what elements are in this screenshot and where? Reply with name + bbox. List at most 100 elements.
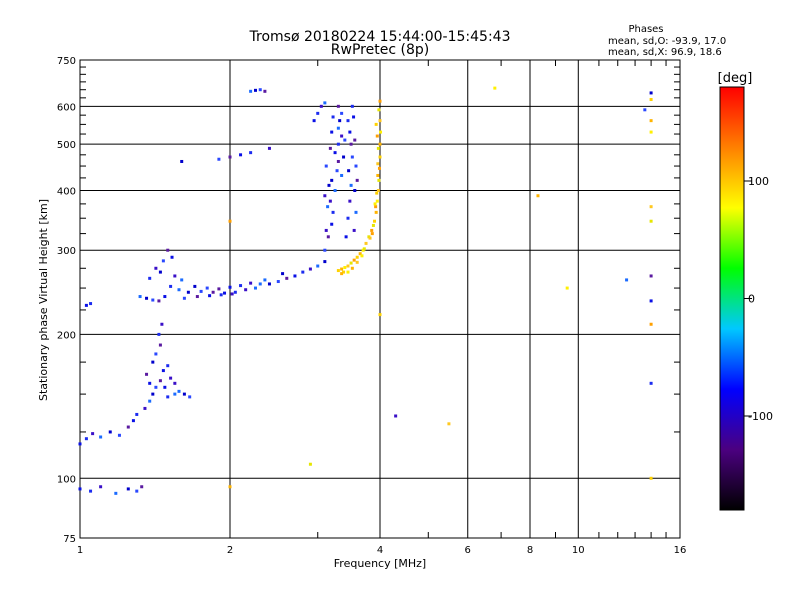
data-point-x (360, 254, 364, 258)
data-point-o (180, 278, 184, 282)
colorbar-label: [deg] (718, 71, 753, 86)
data-point-o (340, 111, 344, 115)
data-point-o (327, 183, 331, 187)
data-point-o (143, 406, 147, 410)
data-point-o (330, 178, 334, 182)
data-point-o (157, 299, 161, 303)
data-point-o (170, 255, 174, 259)
data-point-x (349, 261, 353, 265)
data-point-o (349, 183, 353, 187)
data-point-x (228, 219, 232, 223)
data-point-o (323, 248, 327, 252)
data-point-o (239, 284, 243, 288)
data-point-o (160, 322, 164, 326)
data-point-o (316, 111, 320, 115)
data-point-o (135, 489, 139, 493)
data-point-o (323, 260, 327, 264)
data-point-x (378, 313, 382, 317)
chart-subtitle: RwPretec (8p) (331, 42, 429, 58)
data-point-o (346, 216, 350, 220)
data-point-o (84, 303, 88, 307)
data-point-x (340, 267, 344, 271)
data-point-o (186, 290, 190, 294)
data-point-o (253, 286, 257, 290)
data-point-o (333, 188, 337, 192)
data-point-o (331, 210, 335, 214)
data-point-x (377, 108, 381, 112)
data-point-o (154, 352, 158, 356)
data-point-o (228, 155, 232, 159)
data-point-x (376, 146, 380, 150)
data-point-o (281, 272, 285, 276)
data-point-o (263, 89, 267, 93)
data-point-o (211, 290, 215, 294)
data-point-x (377, 178, 381, 182)
x-tick-label: 8 (527, 545, 533, 556)
data-point-o (188, 395, 192, 399)
data-point-o (205, 286, 209, 290)
data-point-x (346, 264, 350, 268)
data-point-o (163, 295, 167, 299)
x-axis-label: Frequency [MHz] (334, 557, 426, 570)
data-point-o (267, 146, 271, 150)
data-point-o (323, 194, 327, 198)
data-point-o (324, 164, 328, 168)
data-point-o (219, 293, 223, 297)
data-point-o (342, 155, 346, 159)
data-point-o (126, 487, 130, 491)
data-point-o (249, 151, 253, 155)
data-point-x (536, 194, 540, 198)
data-point-x (308, 462, 312, 466)
data-point-o (99, 435, 103, 439)
data-point-o (145, 372, 149, 376)
data-point-o (258, 282, 262, 286)
x-tick-label: 4 (377, 545, 383, 556)
data-point-o (326, 205, 330, 209)
data-point-o (353, 138, 357, 142)
data-point-o (319, 104, 323, 108)
data-point-x (373, 219, 377, 223)
data-point-o (263, 278, 267, 282)
data-point-o (649, 299, 653, 303)
data-point-x (374, 205, 378, 209)
y-tick-label: 200 (57, 330, 76, 341)
data-point-o (151, 360, 155, 364)
y-tick-label: 400 (57, 186, 76, 197)
data-point-o (336, 159, 340, 163)
data-point-o (158, 379, 162, 383)
data-point-o (348, 130, 352, 134)
data-point-x (355, 260, 359, 264)
data-point-o (267, 282, 271, 286)
data-point-o (182, 296, 186, 300)
data-point-o (350, 155, 354, 159)
data-point-x (649, 130, 653, 134)
data-point-o (276, 280, 280, 284)
data-point-o (336, 104, 340, 108)
data-point-o (335, 169, 339, 173)
data-point-o (340, 134, 344, 138)
data-point-o (126, 425, 130, 429)
data-point-o (131, 419, 135, 423)
data-point-x (376, 173, 380, 177)
data-point-o (89, 489, 93, 493)
data-point-x (228, 485, 232, 489)
data-point-x (378, 155, 382, 159)
chart-title: Tromsø 20180224 15:44:00-15:45:43 (249, 29, 511, 45)
data-point-o (308, 267, 312, 271)
data-point-o (326, 235, 330, 239)
axis-ticks (80, 60, 680, 538)
data-point-o (323, 101, 327, 105)
data-point-o (161, 259, 165, 263)
y-tick-labels: 75 100 200 300 400 500 600 750 (57, 56, 76, 545)
data-point-o (316, 264, 320, 268)
data-point-o (285, 276, 289, 280)
data-point-o (157, 332, 161, 336)
data-point-o (625, 278, 629, 282)
data-point-x (364, 241, 368, 245)
data-point-o (330, 130, 334, 134)
data-point-x (336, 269, 340, 273)
data-point-o (223, 291, 227, 295)
data-point-o (148, 381, 152, 385)
data-point-x (374, 210, 378, 214)
